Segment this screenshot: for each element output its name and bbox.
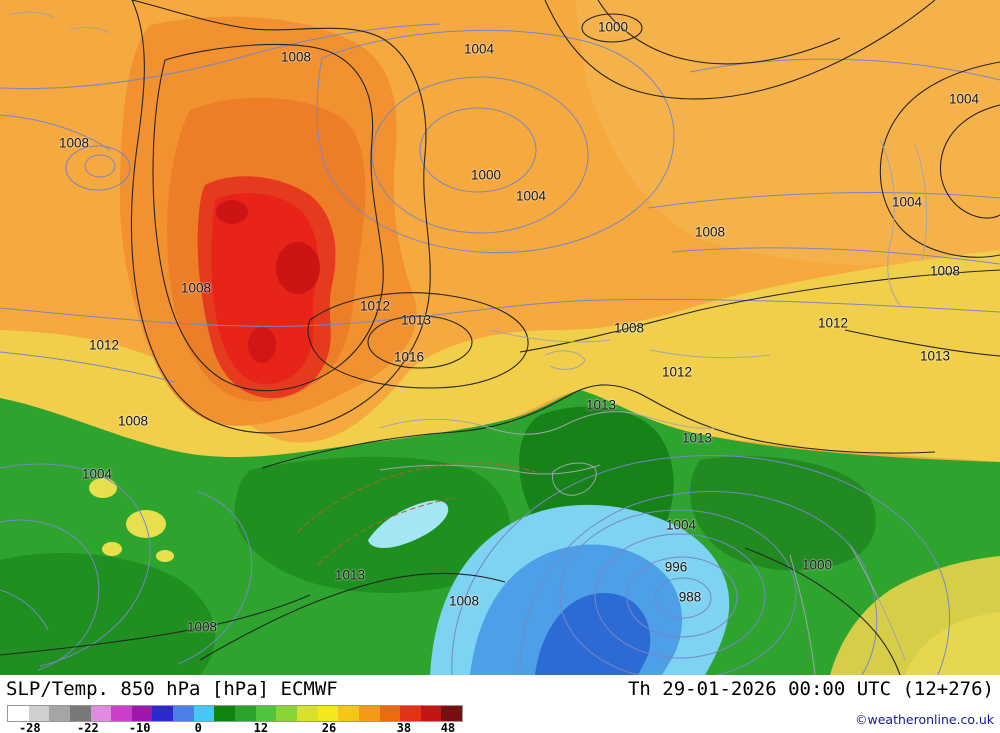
scale-tick-label: 0 (194, 721, 202, 733)
scale-color-block (214, 706, 236, 721)
scale-tick-label: 12 (253, 721, 269, 733)
scale-color-block (441, 706, 463, 721)
pressure-label: 1013 (919, 348, 951, 364)
temp-contour-layer (297, 462, 536, 566)
scale-tick-label: 26 (321, 721, 337, 733)
pressure-label: 1008 (929, 263, 961, 279)
pressure-label: 1012 (817, 315, 849, 331)
scale-color-block (131, 706, 153, 721)
scale-color-block (90, 706, 112, 721)
scale-tick-label: 38 (396, 721, 412, 733)
pressure-label: 1008 (180, 280, 212, 296)
scale-color-block (28, 706, 50, 721)
pressure-label: 1016 (393, 349, 425, 365)
scale-color-block (358, 706, 380, 721)
scale-color-block (255, 706, 277, 721)
scale-tick-label: -28 (18, 721, 41, 733)
pressure-label: 1008 (448, 593, 480, 609)
pressure-label: 1013 (334, 567, 366, 583)
pressure-label: 1004 (515, 188, 547, 204)
pressure-label: 1012 (88, 337, 120, 353)
scale-color-block (379, 706, 401, 721)
scale-tick-label: -22 (77, 721, 99, 733)
temperature-scale-bar (7, 705, 463, 722)
pressure-label: 1000 (470, 167, 502, 183)
pressure-label: 1004 (891, 194, 923, 210)
map-graphic (0, 0, 1000, 675)
legend-zone: -28 -22 -10 0 12 26 38 48 ©weatheronline.co.uk (0, 703, 1000, 733)
pressure-label: 1008 (694, 224, 726, 240)
temperature-fill-layer (0, 0, 1000, 675)
scale-color-block (235, 706, 256, 721)
pressure-label: 1008 (58, 135, 90, 151)
temperature-scale-ticks: -28 -22 -10 0 12 26 38 48 (8, 721, 462, 733)
pressure-label: 1013 (681, 430, 713, 446)
scale-color-block (111, 706, 132, 721)
pressure-label: 1012 (661, 364, 693, 380)
pressure-label: 1000 (597, 19, 629, 35)
coastline-layer (9, 11, 928, 675)
pressure-label: 1008 (117, 413, 149, 429)
scale-color-block (296, 706, 318, 721)
scale-color-block (173, 706, 194, 721)
scale-tick-label: 48 (440, 721, 456, 733)
scale-color-block (152, 706, 174, 721)
pressure-label: 1004 (463, 41, 495, 57)
scale-color-block (400, 706, 421, 721)
scale-color-block (49, 706, 70, 721)
pressure-label: 988 (678, 589, 702, 605)
credit-link[interactable]: ©weatheronline.co.uk (855, 712, 994, 727)
pressure-label: 1013 (585, 397, 617, 413)
scale-color-block (8, 706, 29, 721)
pressure-label: 1013 (400, 312, 432, 328)
title-bar: SLP/Temp. 850 hPa [hPa] ECMWF Th 29-01-2… (0, 675, 1000, 703)
scale-color-block (317, 706, 339, 721)
pressure-label: 1000 (801, 557, 833, 573)
pressure-label: 1008 (186, 619, 218, 635)
scale-color-block (193, 706, 215, 721)
pressure-label: 1008 (280, 49, 312, 65)
pressure-label: 996 (664, 559, 688, 575)
scale-color-block (276, 706, 297, 721)
scale-color-block (338, 706, 359, 721)
contour-lines-layer (0, 0, 1000, 675)
pressure-label: 1004 (665, 517, 697, 533)
scale-color-block (420, 706, 442, 721)
map-title: SLP/Temp. 850 hPa [hPa] ECMWF (6, 678, 338, 700)
scale-tick-label: -10 (128, 721, 151, 733)
pressure-label: 1012 (359, 298, 391, 314)
pressure-label: 1004 (948, 91, 980, 107)
scale-color-block (69, 706, 91, 721)
map-canvas: 1000 1008 1004 1004 1008 1000 1004 1004 1008 1008… (0, 0, 1000, 675)
pressure-label: 1008 (613, 320, 645, 336)
map-datetime: Th 29-01-2026 00:00 UTC (12+276) (627, 678, 994, 700)
pressure-label: 1004 (81, 466, 113, 482)
